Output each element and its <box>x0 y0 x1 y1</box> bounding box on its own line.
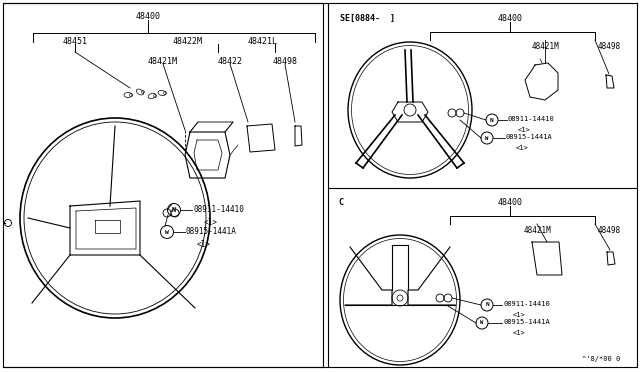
Text: 08915-1441A: 08915-1441A <box>506 134 553 140</box>
Text: 48422M: 48422M <box>173 37 203 46</box>
Text: <1>: <1> <box>518 127 531 133</box>
Text: W: W <box>165 230 169 234</box>
Text: 08915-1441A: 08915-1441A <box>186 227 237 235</box>
Text: 48421L: 48421L <box>248 37 278 46</box>
Text: 48421M: 48421M <box>523 226 551 235</box>
Text: W: W <box>485 135 488 141</box>
Text: SE[0884-  ]: SE[0884- ] <box>340 14 395 23</box>
Text: 08915-1441A: 08915-1441A <box>503 319 550 325</box>
Text: 48451: 48451 <box>63 37 88 46</box>
Text: 48498: 48498 <box>598 226 621 235</box>
Text: 48400: 48400 <box>497 198 522 207</box>
Text: 48421M: 48421M <box>531 42 559 51</box>
Text: 48400: 48400 <box>497 14 522 23</box>
Text: <1>: <1> <box>513 312 525 318</box>
Text: 08911-14410: 08911-14410 <box>508 116 555 122</box>
Text: 08911-14410: 08911-14410 <box>193 205 244 214</box>
Text: W: W <box>481 321 484 326</box>
Text: 48400: 48400 <box>136 12 161 21</box>
Text: 48498: 48498 <box>273 57 298 66</box>
Text: N: N <box>172 207 176 213</box>
Text: 08911-14410: 08911-14410 <box>503 301 550 307</box>
Text: N: N <box>490 118 494 122</box>
Text: <1>: <1> <box>516 145 529 151</box>
Bar <box>3 3 323 367</box>
Text: 48498: 48498 <box>598 42 621 51</box>
Text: N: N <box>485 302 489 308</box>
Text: 48422: 48422 <box>218 57 243 66</box>
Text: <1>: <1> <box>197 240 211 249</box>
Text: 48421M: 48421M <box>148 57 178 66</box>
Text: <1>: <1> <box>513 330 525 336</box>
Text: C: C <box>338 198 343 207</box>
Text: ^'8/*00 0: ^'8/*00 0 <box>582 356 620 362</box>
Text: <1>: <1> <box>204 218 218 227</box>
